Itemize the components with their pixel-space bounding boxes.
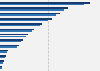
Bar [0, 18, 52, 20]
Bar [0, 46, 17, 48]
Bar [0, 23, 42, 25]
Bar [0, 14, 56, 16]
Bar [0, 62, 3, 64]
Bar [0, 13, 60, 14]
Bar [0, 20, 48, 21]
Bar [0, 9, 64, 11]
Bar [0, 45, 19, 46]
Bar [0, 51, 7, 53]
Bar [0, 36, 26, 37]
Bar [0, 7, 68, 9]
Bar [0, 66, 2, 67]
Bar [0, 25, 40, 26]
Bar [0, 34, 28, 35]
Bar [0, 39, 23, 41]
Bar [0, 30, 32, 32]
Bar [0, 55, 6, 57]
Bar [0, 57, 5, 58]
Bar [0, 41, 21, 42]
Bar [0, 50, 8, 51]
Bar [0, 29, 34, 30]
Bar [0, 4, 84, 5]
Bar [0, 60, 4, 62]
Bar [0, 2, 90, 4]
Bar [0, 67, 2, 69]
